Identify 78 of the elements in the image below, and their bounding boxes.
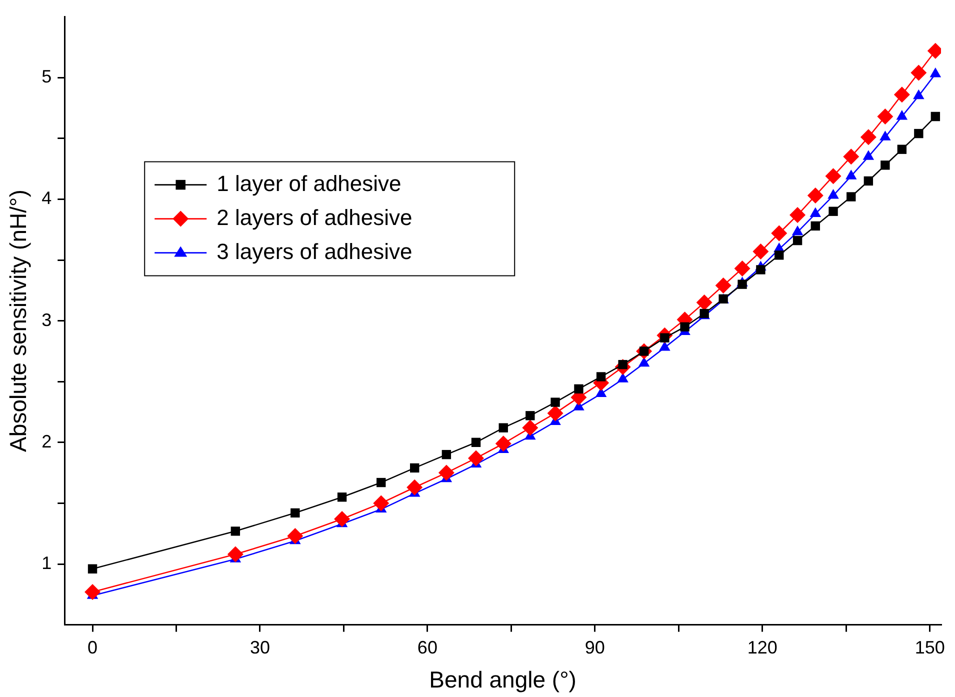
point [337, 492, 347, 502]
point [877, 108, 894, 125]
point [825, 168, 842, 184]
point [468, 450, 484, 466]
point [471, 438, 481, 447]
point [894, 86, 910, 103]
point [526, 411, 535, 420]
point [880, 160, 890, 170]
point [756, 265, 766, 274]
point [550, 398, 560, 407]
point [522, 420, 538, 436]
point [807, 188, 824, 204]
x-tick-label: 120 [747, 638, 778, 658]
point [84, 584, 101, 600]
y-axis-title: Absolute sensitivity (nH/°) [5, 190, 32, 452]
y-tick-label: 5 [42, 66, 52, 87]
point [790, 207, 806, 224]
point [495, 436, 512, 452]
point [596, 372, 606, 382]
point [738, 280, 747, 289]
point [774, 250, 784, 260]
point [659, 341, 670, 351]
point [792, 236, 802, 246]
point [410, 463, 420, 473]
point [792, 226, 804, 236]
x-tick-label: 150 [914, 638, 945, 658]
point [846, 170, 857, 180]
legend-label: 1 layer of adhesive [216, 170, 402, 196]
point [843, 148, 860, 165]
point [88, 564, 98, 574]
point [498, 423, 508, 432]
point [547, 405, 564, 422]
point [880, 130, 891, 140]
legend-label: 3 layers of adhesive [216, 238, 412, 264]
point [290, 508, 300, 518]
point [715, 278, 732, 294]
point [896, 110, 908, 120]
point [752, 243, 769, 260]
point [862, 150, 874, 160]
point [913, 89, 924, 100]
point [617, 372, 628, 382]
y-tick-label: 3 [42, 310, 52, 330]
x-tick-label: 0 [88, 638, 98, 658]
point [442, 450, 452, 460]
y-tick-label: 1 [42, 552, 52, 573]
point [930, 67, 941, 78]
point [828, 189, 839, 199]
x-axis-title: Bend angle (°) [429, 666, 576, 693]
x-tick-label: 60 [417, 638, 438, 658]
point [680, 322, 690, 332]
point [897, 144, 907, 154]
y-tick-label: 4 [42, 188, 52, 208]
point [930, 112, 940, 122]
point [810, 207, 822, 218]
point [334, 511, 350, 528]
point [846, 192, 856, 202]
point [373, 495, 390, 512]
point [914, 128, 924, 138]
point [227, 546, 244, 562]
x-tick-label: 90 [584, 638, 605, 658]
point [771, 225, 788, 242]
point [828, 206, 838, 216]
point [910, 64, 927, 81]
point [230, 526, 240, 536]
legend-label: 2 layers of adhesive [216, 204, 412, 230]
point [376, 478, 386, 488]
point [638, 356, 650, 367]
point [287, 528, 304, 544]
point [810, 221, 820, 231]
point [406, 479, 423, 496]
y-tick-label: 2 [42, 431, 52, 452]
x-tick-label: 30 [250, 638, 270, 658]
point [864, 176, 874, 186]
point [860, 129, 876, 146]
point [438, 464, 454, 481]
point [574, 384, 584, 394]
point [734, 260, 750, 277]
point [696, 294, 712, 311]
